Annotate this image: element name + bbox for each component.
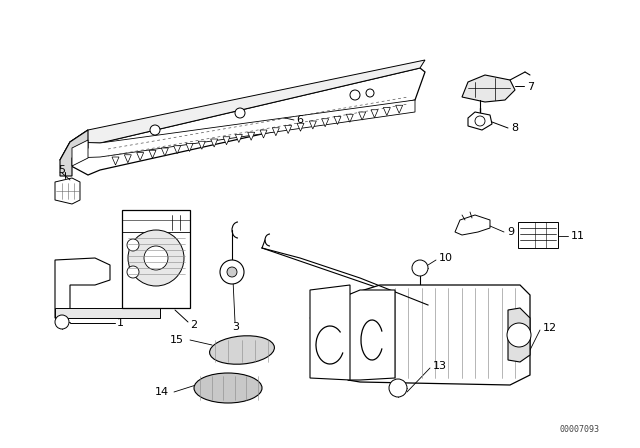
Polygon shape [173, 146, 180, 154]
Polygon shape [60, 100, 415, 160]
Polygon shape [60, 68, 425, 175]
Text: 13: 13 [433, 361, 447, 371]
Circle shape [127, 239, 139, 251]
Ellipse shape [71, 268, 89, 277]
Polygon shape [322, 119, 329, 127]
Polygon shape [468, 112, 492, 130]
Circle shape [127, 266, 139, 278]
Circle shape [220, 260, 244, 284]
Polygon shape [72, 140, 88, 166]
Polygon shape [518, 222, 558, 248]
Text: 14: 14 [155, 387, 169, 397]
Polygon shape [70, 60, 425, 143]
Text: 9: 9 [507, 227, 514, 237]
Polygon shape [161, 148, 168, 156]
Polygon shape [223, 137, 230, 145]
Polygon shape [310, 285, 350, 380]
Text: 5: 5 [58, 165, 65, 175]
Polygon shape [260, 130, 267, 138]
Polygon shape [55, 178, 80, 204]
Polygon shape [186, 143, 193, 151]
Circle shape [350, 90, 360, 100]
Text: 4: 4 [310, 322, 317, 332]
Polygon shape [248, 132, 255, 140]
Polygon shape [508, 308, 530, 362]
Polygon shape [334, 116, 341, 125]
Ellipse shape [210, 336, 275, 364]
Circle shape [507, 323, 531, 347]
Text: 6: 6 [296, 115, 303, 125]
Text: 12: 12 [543, 323, 557, 333]
Polygon shape [55, 308, 160, 318]
Polygon shape [137, 152, 143, 160]
Circle shape [389, 379, 407, 397]
Polygon shape [124, 155, 131, 163]
Polygon shape [285, 125, 292, 134]
Polygon shape [371, 110, 378, 118]
Text: 11: 11 [571, 231, 585, 241]
Polygon shape [346, 114, 353, 122]
Polygon shape [297, 123, 304, 131]
Text: 3: 3 [232, 322, 239, 332]
Text: 15: 15 [170, 335, 184, 345]
Polygon shape [122, 210, 190, 308]
Circle shape [128, 230, 184, 286]
Circle shape [150, 125, 160, 135]
Polygon shape [348, 285, 530, 385]
Circle shape [55, 315, 69, 329]
Text: 8: 8 [511, 123, 518, 133]
Circle shape [227, 267, 237, 277]
Polygon shape [55, 258, 110, 318]
Text: 1: 1 [117, 318, 124, 328]
Circle shape [144, 246, 168, 270]
Polygon shape [462, 75, 515, 102]
Polygon shape [198, 141, 205, 149]
Circle shape [475, 116, 485, 126]
Ellipse shape [194, 373, 262, 403]
Circle shape [412, 260, 428, 276]
Text: 7: 7 [527, 82, 534, 92]
Polygon shape [211, 139, 218, 147]
Polygon shape [358, 112, 365, 120]
Polygon shape [149, 150, 156, 158]
Text: 00007093: 00007093 [560, 426, 600, 435]
Polygon shape [455, 215, 490, 235]
Circle shape [366, 89, 374, 97]
Text: 10: 10 [439, 253, 453, 263]
Polygon shape [60, 130, 88, 176]
Polygon shape [309, 121, 316, 129]
Polygon shape [236, 134, 243, 142]
Text: 2: 2 [190, 320, 197, 330]
Circle shape [235, 108, 245, 118]
Polygon shape [396, 105, 403, 113]
Polygon shape [273, 128, 279, 136]
Polygon shape [383, 108, 390, 116]
Polygon shape [112, 157, 119, 165]
Polygon shape [348, 290, 395, 380]
